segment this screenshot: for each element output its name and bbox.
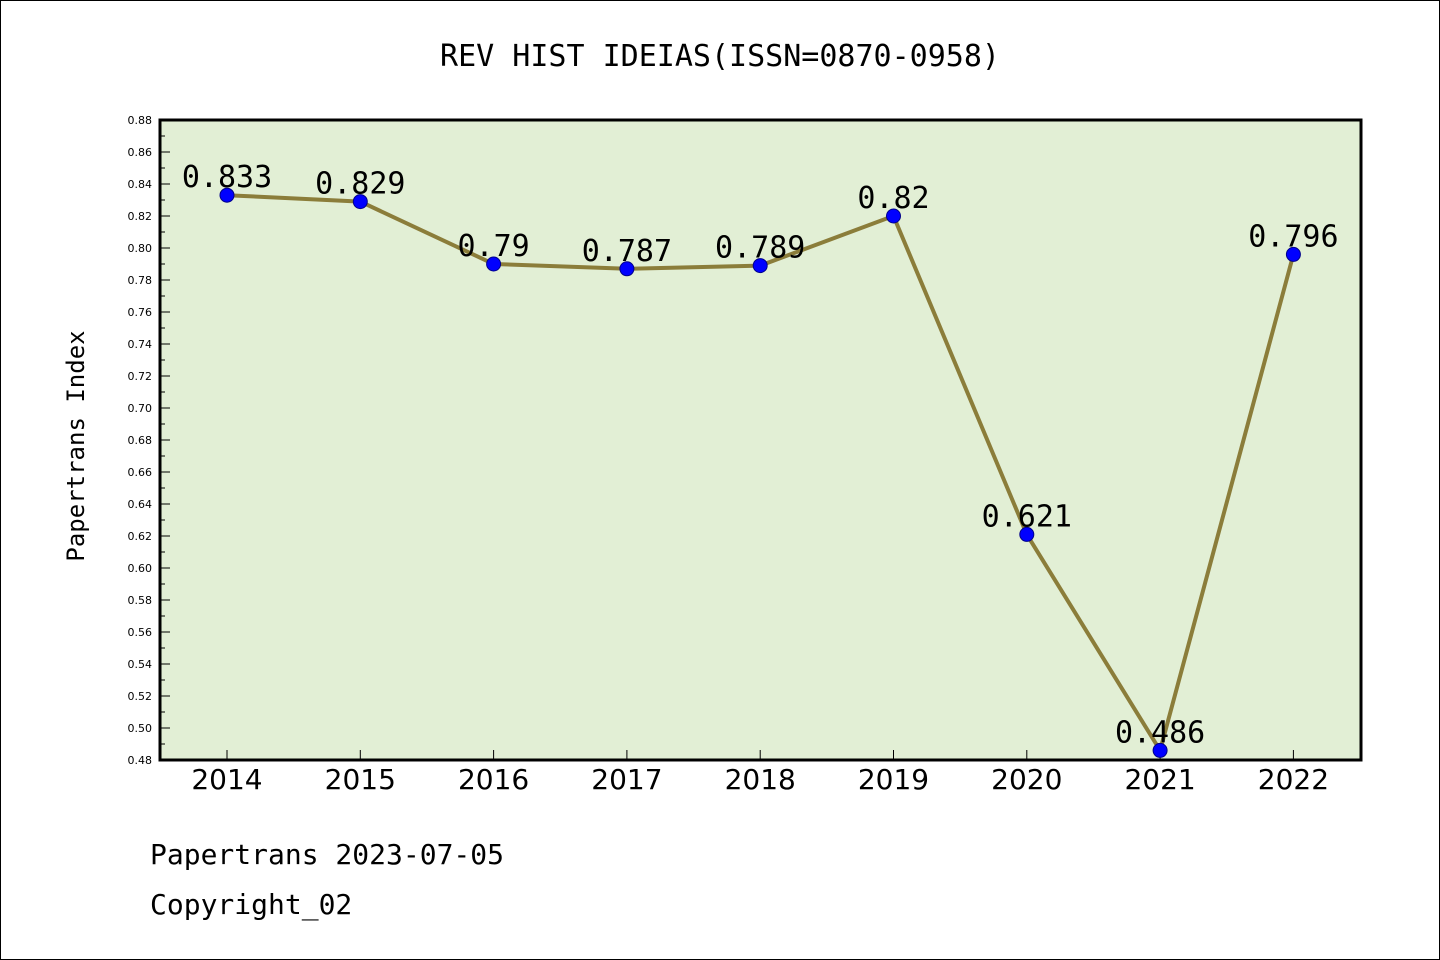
y-tick-label: 0.78 — [128, 274, 153, 287]
data-label: 0.787 — [582, 234, 672, 269]
y-axis-label: Papertrans Index — [62, 330, 90, 561]
data-label: 0.833 — [182, 160, 272, 195]
y-tick-label: 0.68 — [128, 434, 153, 447]
data-point — [486, 256, 502, 272]
data-point — [886, 208, 901, 224]
y-tick-label: 0.88 — [128, 114, 153, 127]
data-label: 0.621 — [982, 499, 1072, 534]
y-tick-label: 0.60 — [128, 562, 153, 575]
footer-date: Papertrans 2023-07-05 — [150, 838, 504, 871]
plot-border — [158, 118, 1363, 762]
y-tick-label: 0.58 — [128, 594, 153, 607]
footer-copyright: Copyright_02 — [150, 888, 352, 922]
data-point — [752, 258, 768, 274]
y-axis-ticks: 0.48 0.50 0.52 0.54 0.56 0.58 0.60 0.62 0.64 0.66… — [128, 114, 170, 767]
y-tick-label: 0.72 — [128, 370, 153, 383]
y-tick-label: 0.50 — [128, 722, 153, 735]
y-tick-label: 0.52 — [128, 690, 153, 703]
data-point — [1019, 526, 1035, 542]
data-points — [219, 187, 1301, 758]
y-tick-label: 0.80 — [128, 242, 153, 255]
y-tick-label: 0.56 — [128, 626, 153, 639]
data-point — [1285, 246, 1301, 262]
data-label: 0.486 — [1115, 715, 1205, 750]
x-axis-ticks: 2014 2015 2016 2017 2018 2019 2020 2021 2022 — [191, 750, 1329, 796]
data-point — [619, 261, 635, 277]
x-tick-label: 2019 — [858, 763, 929, 796]
plot-area — [160, 120, 1361, 760]
data-point — [1152, 742, 1168, 758]
x-tick-label: 2022 — [1258, 763, 1329, 796]
x-tick-label: 2021 — [1124, 763, 1195, 796]
data-label: 0.796 — [1248, 219, 1338, 254]
y-tick-label: 0.84 — [128, 178, 153, 191]
data-point — [352, 194, 368, 210]
y-tick-label: 0.48 — [128, 754, 153, 767]
y-tick-label: 0.54 — [128, 658, 153, 671]
y-tick-label: 0.86 — [128, 146, 153, 159]
x-tick-label: 2014 — [191, 763, 262, 796]
chart-title: REV HIST IDEIAS(ISSN=0870-0958) — [440, 39, 1000, 74]
y-tick-label: 0.64 — [128, 498, 153, 511]
y-tick-label: 0.82 — [128, 210, 153, 223]
y-tick-label: 0.74 — [128, 338, 153, 351]
y-tick-label: 0.70 — [128, 402, 153, 415]
x-tick-label: 2015 — [325, 763, 396, 796]
data-labels: 0.833 0.829 0.79 0.787 0.789 0.82 0.621 0.486 0.… — [182, 160, 1339, 750]
x-tick-label: 2020 — [991, 763, 1062, 796]
x-tick-label: 2016 — [458, 763, 529, 796]
x-tick-label: 2018 — [725, 763, 796, 796]
x-tick-label: 2017 — [591, 763, 662, 796]
data-label: 0.829 — [315, 167, 405, 202]
y-tick-label: 0.66 — [128, 466, 153, 479]
y-tick-label: 0.62 — [128, 530, 153, 543]
y-tick-label: 0.76 — [128, 306, 153, 319]
data-label: 0.79 — [457, 229, 529, 264]
data-label: 0.82 — [857, 181, 929, 216]
data-point — [219, 187, 235, 203]
data-label: 0.789 — [715, 231, 805, 266]
